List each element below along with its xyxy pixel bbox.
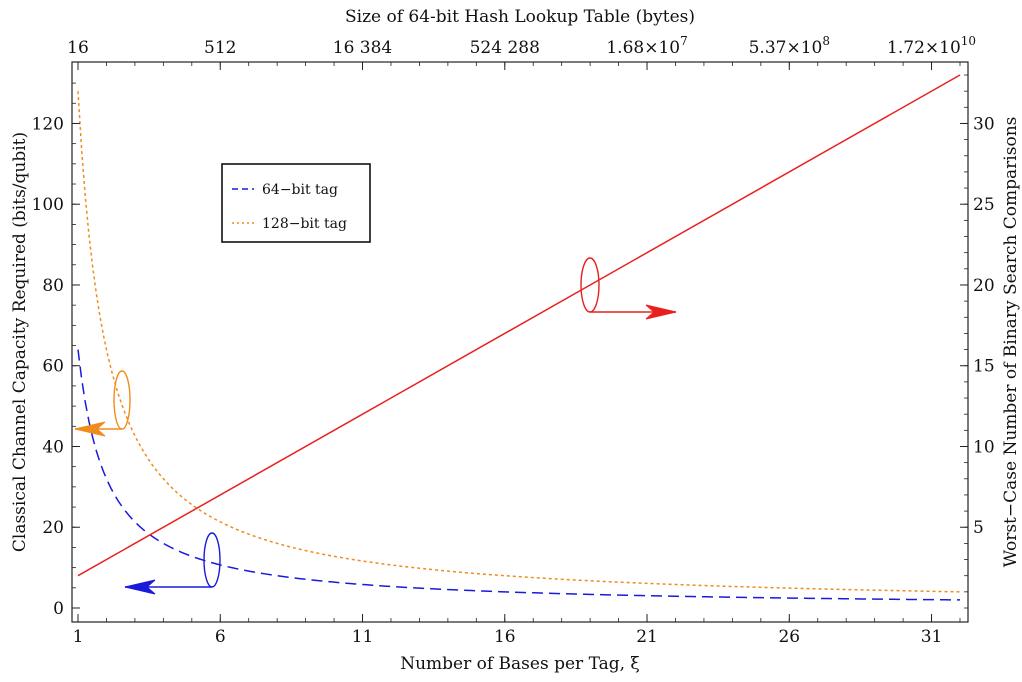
right-axis-indicator — [580, 257, 677, 320]
y-left-tick-label-6: 120 — [32, 114, 64, 134]
y-left-tick-label-1: 20 — [42, 518, 64, 538]
x-top-tick-label-0: 16 — [67, 38, 89, 58]
series-line-2 — [77, 74, 961, 577]
x-tick-label-0: 1 — [73, 627, 84, 647]
orange-left-axis-indicator-arrowhead — [74, 421, 106, 437]
y-right-tick-label-5: 30 — [973, 114, 995, 134]
x-axis-title: Number of Bases per Tag, ξ — [400, 654, 640, 674]
x-top-tick-label-6: 1.72×1010 — [887, 34, 976, 58]
x-tick-label-3: 16 — [494, 627, 516, 647]
x-tick-label-1: 6 — [215, 627, 226, 647]
x-top-tick-exponent-4: 7 — [680, 34, 688, 48]
legend-label-128bit: 128−bit tag — [262, 216, 347, 232]
x-tick-label-6: 31 — [921, 627, 943, 647]
x-top-tick-label-2: 16 384 — [333, 38, 392, 58]
y-right-tick-label-4: 25 — [973, 195, 995, 215]
y-left-tick-label-3: 60 — [42, 357, 64, 377]
blue-left-axis-indicator-ellipse — [203, 532, 221, 588]
y-left-tick-label-0: 0 — [53, 599, 64, 619]
legend-label-64bit: 64−bit tag — [262, 182, 338, 198]
plot-frame — [71, 61, 969, 623]
x-tick-label-4: 21 — [636, 627, 658, 647]
x-top-tick-label-3: 524 288 — [470, 38, 540, 58]
y-left-tick-label-4: 80 — [42, 276, 64, 296]
y-right-tick-label-1: 10 — [973, 437, 995, 457]
y-right-tick-label-3: 20 — [973, 276, 995, 296]
legend-box — [221, 163, 371, 243]
y-right-axis-title: Worst−Case Number of Binary Search Compa… — [1001, 117, 1021, 568]
legend: 64−bit tag 128−bit tag — [221, 163, 371, 243]
x-top-tick-label-5: 5.37×108 — [749, 34, 830, 58]
annotations-layer — [74, 257, 677, 595]
y-right-tick-label-2: 15 — [973, 357, 995, 377]
blue-left-axis-indicator-arrowhead — [124, 579, 156, 595]
blue-left-axis-indicator — [124, 532, 221, 595]
x-top-tick-exponent-6: 10 — [961, 34, 976, 48]
x-top-axis-title: Size of 64-bit Hash Lookup Table (bytes) — [345, 7, 695, 27]
y-right-tick-label-0: 5 — [973, 518, 984, 538]
x-top-tick-exponent-5: 8 — [822, 34, 830, 48]
orange-left-axis-indicator — [74, 370, 131, 437]
ticks-layer — [72, 62, 968, 622]
orange-left-axis-indicator-ellipse — [113, 370, 131, 430]
y-left-tick-label-5: 100 — [32, 195, 64, 215]
x-top-tick-label-4: 1.68×107 — [606, 34, 687, 58]
x-tick-label-5: 26 — [778, 627, 800, 647]
curves-layer — [77, 74, 961, 601]
x-top-tick-label-1: 512 — [204, 38, 236, 58]
right-axis-indicator-arrowhead — [645, 304, 677, 320]
series-line-0 — [77, 349, 961, 601]
x-tick-label-2: 11 — [352, 627, 374, 647]
y-left-tick-label-2: 40 — [42, 437, 64, 457]
y-left-axis-title: Classical Channel Capacity Required (bit… — [10, 132, 30, 552]
series-line-1 — [77, 91, 961, 593]
